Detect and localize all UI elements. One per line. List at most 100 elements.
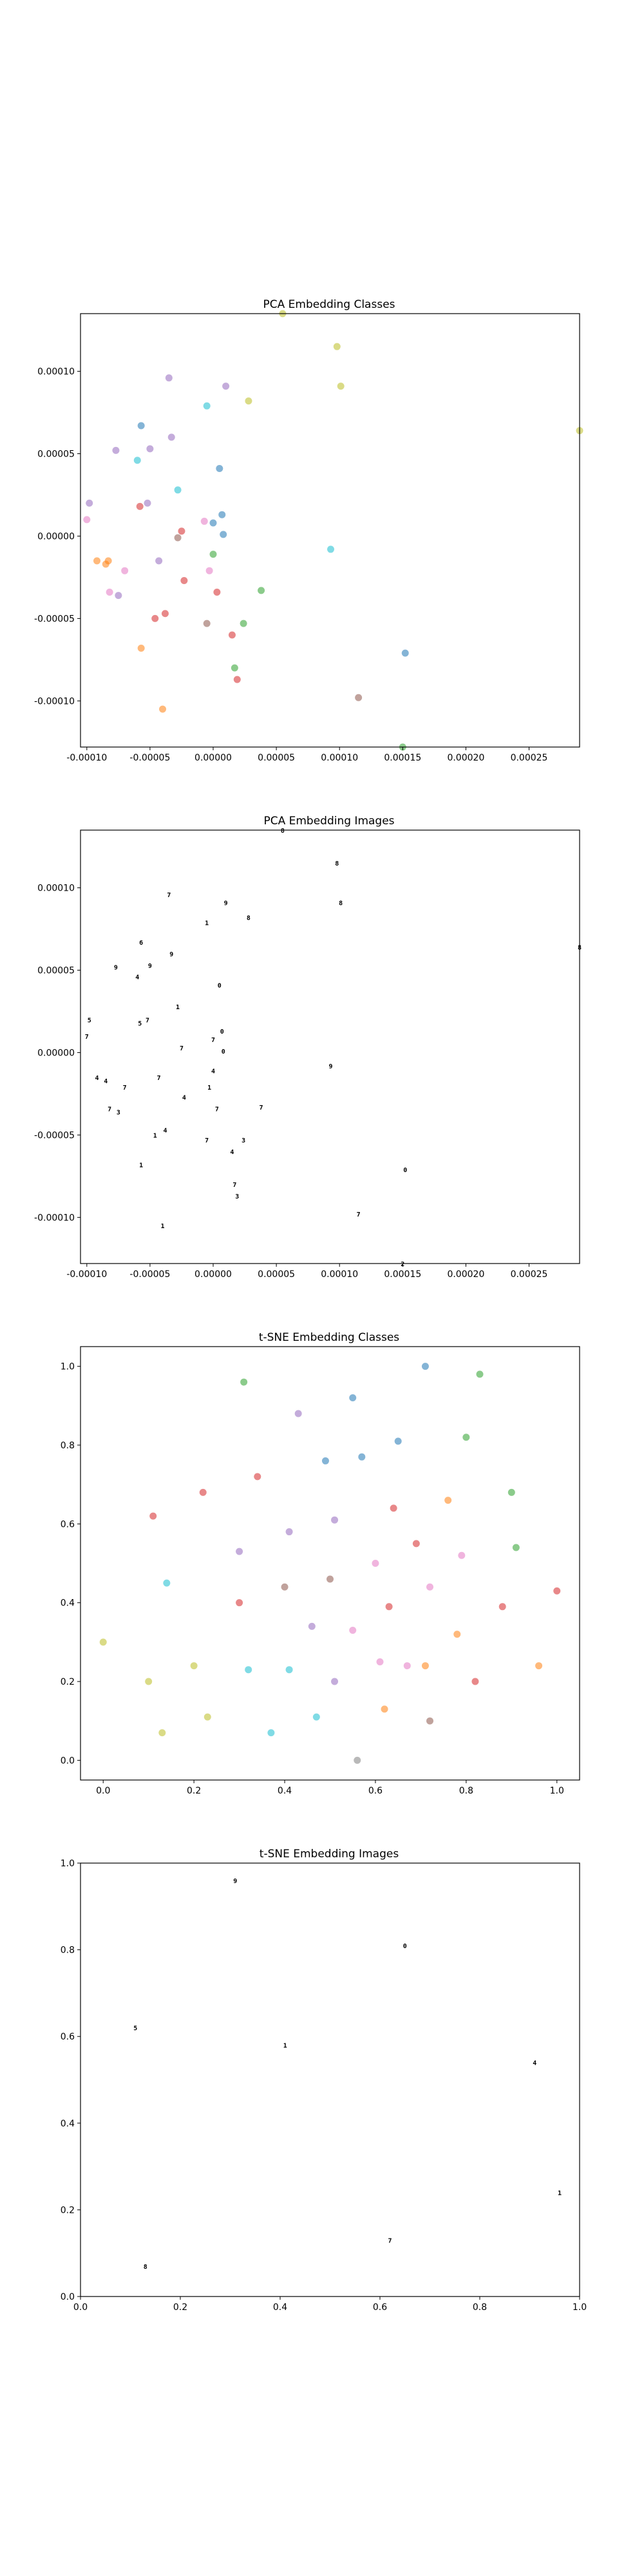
scatter-point [401, 649, 409, 657]
x-tick-label: 0.00015 [384, 753, 421, 763]
digit-thumbnail: 9 [328, 1063, 332, 1070]
x-tick-label: 0.00000 [194, 753, 232, 763]
pca-images-axes: -0.00010 -0.00005 0.00000 0.00005 0.00010 0.0… [34, 829, 580, 1280]
chart-title: PCA Embedding Images [263, 815, 394, 828]
digit-thumbnail: 4 [182, 1095, 186, 1102]
digit-thumbnail: 4 [533, 2060, 536, 2067]
scatter-point [281, 1583, 289, 1591]
scatter-point [174, 534, 182, 542]
digit-thumbnail: 7 [357, 1211, 361, 1218]
scatter-point [200, 517, 208, 525]
scatter-point [498, 1603, 506, 1611]
scatter-point [136, 502, 144, 510]
scatter-point [372, 1560, 379, 1567]
scatter-point [236, 1548, 243, 1555]
scatter-point [199, 1488, 207, 1496]
scatter-point [421, 1363, 429, 1370]
y-tick-label: -0.00010 [34, 1213, 75, 1223]
y-tick-label: 1.0 [61, 1362, 75, 1372]
y-tick-label: 0.6 [61, 2032, 75, 2042]
scatter-point [178, 527, 185, 535]
x-tick-label: 0.00005 [258, 1269, 295, 1280]
scatter-point [294, 1410, 302, 1417]
x-tick-label: 0.4 [278, 1786, 292, 1796]
scatter-point [381, 1705, 388, 1713]
tsne-classes-chart: t-SNE Embedding Classes 0.0 0.2 0.4 0.6 0.8 1… [61, 1331, 580, 1796]
digit-thumbnail: 7 [167, 892, 171, 899]
tsne-classes-points [99, 1363, 561, 1764]
scatter-point [333, 343, 341, 350]
scatter-point [228, 631, 236, 639]
x-tick-label: -0.00010 [66, 1269, 107, 1280]
digit-thumbnail: 3 [117, 1110, 120, 1117]
digit-thumbnail: 0 [403, 1943, 407, 1950]
scatter-point [236, 1599, 243, 1607]
digit-thumbnail: 6 [139, 940, 143, 947]
y-tick-label: 0.4 [61, 2119, 75, 2129]
x-tick-label: -0.00010 [66, 753, 107, 763]
scatter-point [553, 1587, 561, 1595]
digit-thumbnail: 5 [138, 1020, 142, 1027]
x-tick-label: 0.00015 [384, 1269, 421, 1280]
digit-thumbnail: 4 [163, 1128, 167, 1135]
scatter-point [151, 614, 159, 622]
y-tick-label: 1.0 [61, 1859, 75, 1869]
pca-classes-axes: -0.00010 -0.00005 0.00000 0.00005 0.00010 0.0… [34, 313, 580, 763]
x-tick-label: 1.0 [550, 1786, 564, 1796]
scatter-point [507, 1488, 515, 1496]
scatter-point [476, 1370, 484, 1378]
scatter-point [331, 1678, 339, 1685]
scatter-point [321, 1457, 329, 1464]
digit-thumbnail: 3 [235, 1193, 239, 1200]
scatter-point [155, 557, 163, 565]
digit-thumbnail: 7 [211, 1037, 215, 1044]
scatter-point [285, 1666, 293, 1674]
scatter-point [231, 664, 238, 672]
scatter-point [376, 1658, 384, 1665]
digit-thumbnail: 7 [180, 1045, 184, 1052]
scatter-point [203, 620, 211, 627]
digit-thumbnail: 9 [148, 963, 152, 970]
digit-thumbnail: 7 [205, 1137, 209, 1144]
y-tick-label: 0.00000 [37, 531, 75, 542]
tsne-images-axes: 0.0 0.2 0.4 0.6 0.8 1.0 0.0 0.2 0.4 0.6 0.8 1.0 [61, 1859, 587, 2313]
scatter-point [144, 499, 151, 507]
scatter-point [106, 588, 113, 596]
scatter-point [218, 511, 226, 518]
scatter-point [220, 531, 227, 538]
x-tick-label: 0.0 [96, 1786, 110, 1796]
scatter-point [83, 516, 91, 524]
digit-thumbnail: 9 [224, 900, 228, 907]
plot-frame [80, 829, 580, 1264]
scatter-point [203, 402, 211, 410]
digit-thumbnail: 7 [260, 1104, 263, 1112]
scatter-point [358, 1453, 366, 1461]
y-tick-label: 0.00005 [37, 450, 75, 460]
y-tick-label: 0.00005 [37, 966, 75, 976]
x-tick-label: 0.00025 [511, 753, 548, 763]
plot-frame [80, 1862, 580, 2297]
scatter-point [233, 676, 241, 683]
digit-thumbnail: 9 [169, 951, 173, 958]
digit-thumbnail: 7 [388, 2238, 392, 2245]
scatter-point [174, 486, 182, 494]
digit-thumbnail: 5 [133, 2025, 137, 2032]
scatter-point [394, 1437, 402, 1445]
scatter-point [354, 1756, 361, 1764]
x-tick-label: 0.0 [73, 2302, 88, 2313]
digit-thumbnail: 0 [218, 983, 222, 990]
scatter-point [180, 577, 188, 585]
digit-thumbnail: 4 [211, 1068, 215, 1075]
pca-images-points: 754 4793745617917147917417174700094733878… [85, 828, 582, 1268]
digit-thumbnail: 7 [215, 1106, 219, 1113]
digit-thumbnail: 4 [95, 1075, 99, 1082]
scatter-point [312, 1713, 320, 1721]
scatter-point [258, 587, 265, 594]
scatter-point [462, 1434, 470, 1441]
scatter-point [426, 1717, 433, 1725]
x-tick-label: -0.00005 [129, 1269, 170, 1280]
scatter-point [240, 620, 247, 627]
scatter-point [159, 705, 167, 713]
digit-thumbnail: 4 [135, 974, 139, 981]
chart-title: t-SNE Embedding Images [260, 1848, 399, 1861]
